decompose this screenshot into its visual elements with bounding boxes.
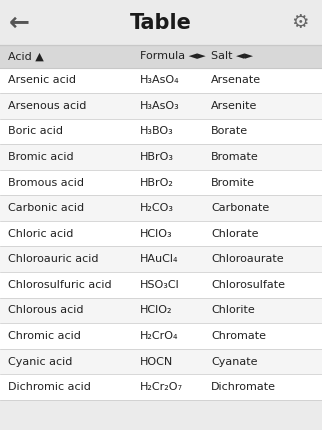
- Text: Chloroaurate: Chloroaurate: [211, 254, 284, 264]
- Bar: [0, 246, 322, 272]
- Bar: [0, 170, 322, 195]
- Text: Cyanic acid: Cyanic acid: [8, 356, 72, 366]
- Text: Chlorosulfate: Chlorosulfate: [211, 280, 285, 290]
- Text: HAuCl₄: HAuCl₄: [140, 254, 179, 264]
- Text: Carbonic acid: Carbonic acid: [8, 203, 84, 213]
- Text: Arsenous acid: Arsenous acid: [8, 101, 86, 111]
- Text: Dichromic acid: Dichromic acid: [8, 382, 91, 392]
- Bar: [0, 323, 322, 349]
- Bar: [0, 144, 322, 170]
- Text: Borate: Borate: [211, 126, 248, 136]
- Text: Chloroauric acid: Chloroauric acid: [8, 254, 99, 264]
- Text: Chlorite: Chlorite: [211, 305, 255, 316]
- Text: Bromous acid: Bromous acid: [8, 178, 84, 187]
- Text: Carbonate: Carbonate: [211, 203, 269, 213]
- Text: Arsenate: Arsenate: [211, 75, 261, 85]
- Text: Table: Table: [130, 12, 192, 33]
- Text: ⚙: ⚙: [291, 13, 308, 32]
- Bar: [0, 0, 322, 45]
- Bar: [0, 221, 322, 246]
- Text: HBrO₃: HBrO₃: [140, 152, 174, 162]
- Bar: [0, 375, 322, 400]
- Text: HClO₂: HClO₂: [140, 305, 173, 316]
- Text: Chromic acid: Chromic acid: [8, 331, 81, 341]
- Text: Chlorous acid: Chlorous acid: [8, 305, 83, 316]
- Bar: [0, 68, 322, 93]
- Text: Bromite: Bromite: [211, 178, 255, 187]
- Text: Boric acid: Boric acid: [8, 126, 63, 136]
- Text: Arsenic acid: Arsenic acid: [8, 75, 76, 85]
- Text: H₂Cr₂O₇: H₂Cr₂O₇: [140, 382, 183, 392]
- Text: Formula ◄►: Formula ◄►: [140, 51, 206, 61]
- Bar: [0, 93, 322, 119]
- Text: Chlorosulfuric acid: Chlorosulfuric acid: [8, 280, 112, 290]
- Text: Bromic acid: Bromic acid: [8, 152, 74, 162]
- Bar: [0, 119, 322, 144]
- Text: H₃BO₃: H₃BO₃: [140, 126, 174, 136]
- Text: H₂CrO₄: H₂CrO₄: [140, 331, 179, 341]
- Text: H₃AsO₃: H₃AsO₃: [140, 101, 180, 111]
- Bar: [0, 272, 322, 298]
- Text: Chlorate: Chlorate: [211, 229, 259, 239]
- Bar: [0, 400, 322, 430]
- Text: Dichromate: Dichromate: [211, 382, 276, 392]
- Text: Chloric acid: Chloric acid: [8, 229, 73, 239]
- Text: Salt ◄►: Salt ◄►: [211, 51, 253, 61]
- Text: HSO₃Cl: HSO₃Cl: [140, 280, 180, 290]
- Text: Chromate: Chromate: [211, 331, 266, 341]
- Text: ←: ←: [9, 11, 30, 34]
- Text: H₃AsO₄: H₃AsO₄: [140, 75, 180, 85]
- Text: HBrO₂: HBrO₂: [140, 178, 174, 187]
- Bar: [0, 298, 322, 323]
- Text: Arsenite: Arsenite: [211, 101, 257, 111]
- Text: H₂CO₃: H₂CO₃: [140, 203, 174, 213]
- Text: HClO₃: HClO₃: [140, 229, 173, 239]
- Bar: [0, 349, 322, 375]
- Text: Cyanate: Cyanate: [211, 356, 257, 366]
- Text: Bromate: Bromate: [211, 152, 259, 162]
- Bar: [0, 195, 322, 221]
- Text: Acid ▲: Acid ▲: [8, 51, 44, 61]
- Bar: [0, 45, 322, 68]
- Text: HOCN: HOCN: [140, 356, 173, 366]
